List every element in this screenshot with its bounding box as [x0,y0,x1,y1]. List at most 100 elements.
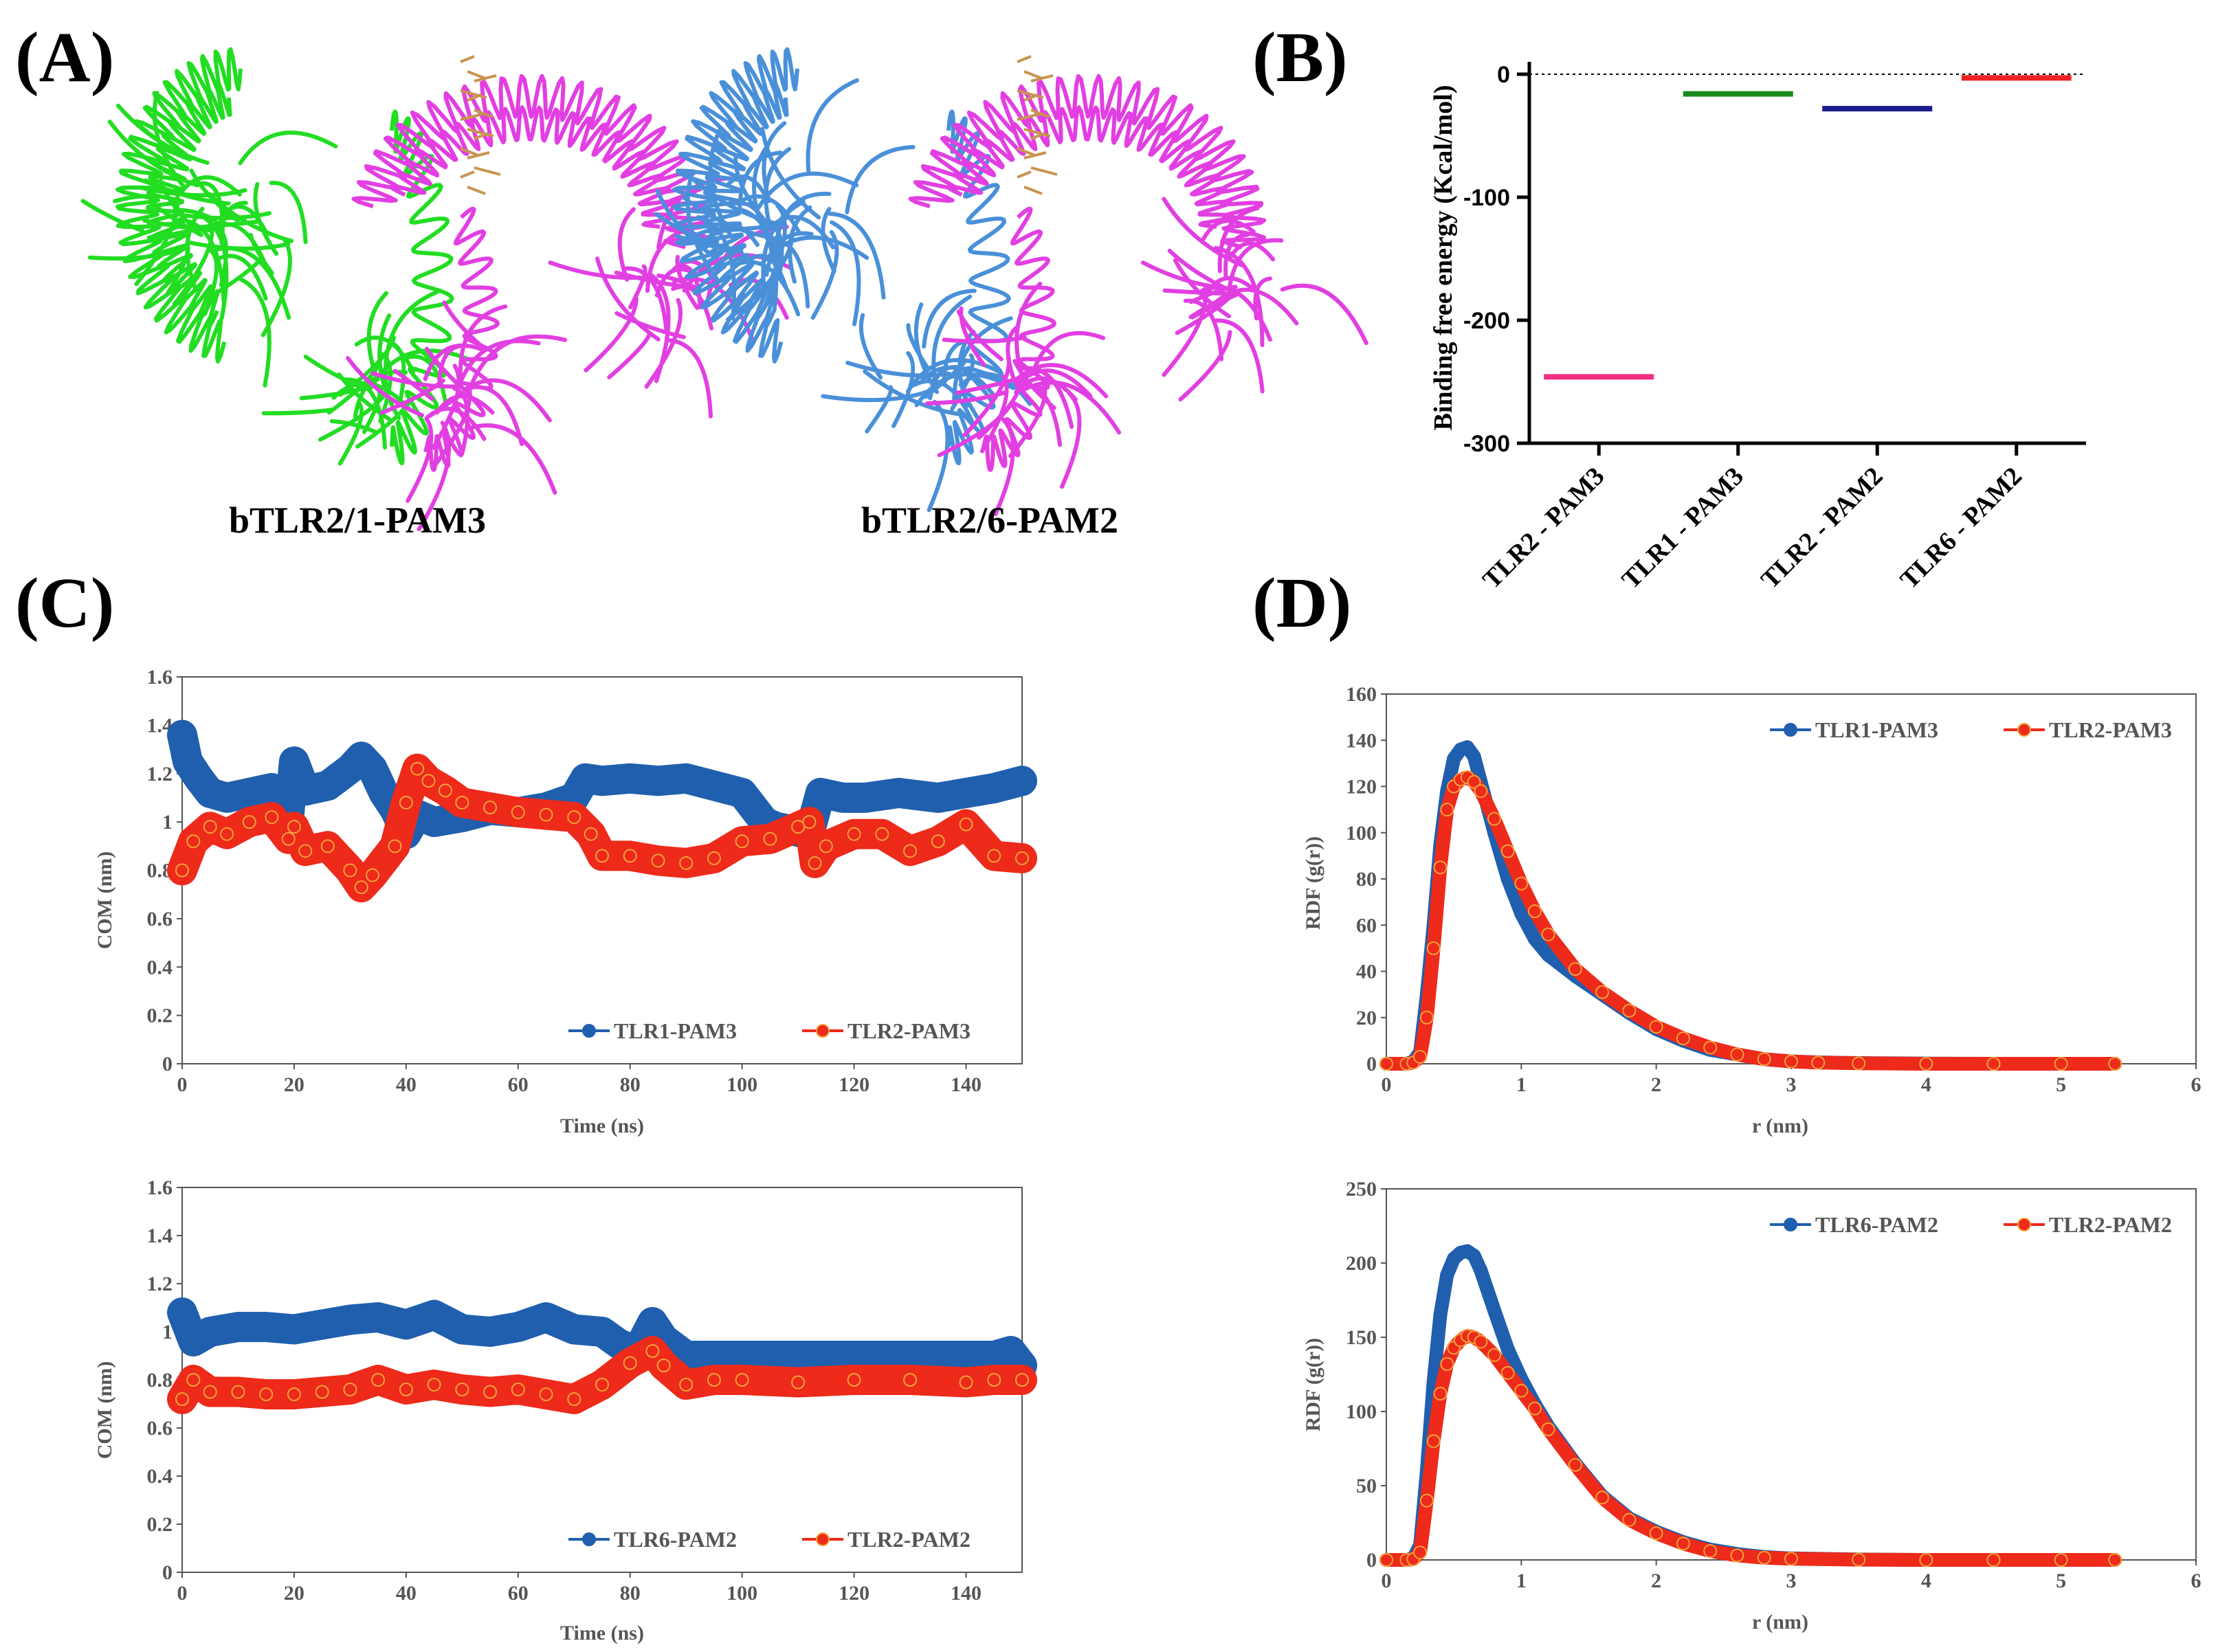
ytick-label: 100 [1346,822,1377,845]
legend-label: TLR2-PAM3 [2049,717,2172,742]
tlr2-ribbon-inner [945,105,1234,229]
series-point-tlr6-pam2 [1474,1263,1488,1277]
ytick-label: 0.6 [147,1417,173,1440]
series-point-tlr6-pam2 [1003,1344,1018,1358]
ytick-label: 250 [1346,1178,1377,1201]
rdf-chart-pam2: r (nm) RDF (g(r)) 0 50 100 150 200 250 0 1 2 3 4 5 6… [1302,1178,2202,1633]
ytick-label: 0.2 [147,1005,173,1027]
series-point-tlr1-pam3 [287,755,301,769]
series-point-tlr2-pam2 [539,1387,553,1401]
series-point-tlr1-pam3 [931,790,945,805]
series-point-tlr2-pam2 [1487,1348,1502,1362]
legend-marker [816,1532,830,1546]
series-point-tlr2-pam3 [1413,1049,1428,1064]
series-point-tlr2-pam2 [343,1383,357,1396]
series-point-tlr2-pam3 [808,856,822,870]
series-point-tlr6-pam2 [735,1349,749,1363]
series-point-tlr2-pam3 [2054,1057,2068,1071]
series-point-tlr2-pam3 [1568,962,1582,976]
series-point-tlr2-pam3 [1514,876,1529,891]
series-point-tlr2-pam3 [1784,1054,1798,1069]
legend-marker [582,1532,596,1546]
ytick-label: 120 [1346,776,1377,799]
series-point-tlr6-pam2 [343,1313,357,1327]
series-point-tlr2-pam2 [1413,1545,1428,1560]
xtick-label: 60 [508,1073,529,1096]
xtick-label: 20 [284,1582,304,1605]
series-point-tlr1-pam3 [623,771,637,785]
xtick-label: 0 [177,1073,188,1096]
ligand-sticks [460,55,501,195]
series-point-tlr2-pam2 [567,1392,581,1406]
xtick-label: 0 [1382,1073,1392,1096]
series-point-tlr2-pam3 [1852,1056,1866,1071]
ytick-label: 150 [1346,1326,1377,1349]
series-point-tlr2-pam2 [511,1383,525,1396]
xtick-label: 3 [1786,1570,1797,1592]
series-point-tlr2-pam3 [623,849,637,863]
series-point-tlr1-pam3 [987,781,1001,795]
legend-marker [2017,1218,2031,1231]
series-point-tlr1-pam3 [175,728,189,742]
legend-label: TLR2-PAM3 [847,1018,971,1043]
xtick-label: 20 [284,1073,304,1096]
partner-arm-coils [261,289,475,466]
series-line-tlr2-pam2 [1379,1328,2122,1567]
series-point-tlr2-pam3 [567,810,581,825]
xtick-label: 6 [2191,1073,2202,1096]
series-point-tlr2-pam3 [1487,812,1502,826]
series-point-tlr2-pam3 [875,827,889,841]
series-point-tlr2-pam3 [791,820,806,834]
xtick-label: 80 [620,1073,641,1096]
ytick-label: 60 [1356,914,1377,937]
series-point-tlr2-pam3 [421,774,436,788]
series-point-tlr1-pam3 [192,771,206,785]
series-point-tlr6-pam2 [371,1310,386,1324]
series-point-tlr1-pam3 [1460,740,1474,755]
series-point-tlr2-pam2 [1426,1434,1441,1449]
structure-caption-tlr2-6: bTLR2/6-PAM2 [861,500,1118,541]
chart-c2-xlabel: Time (ns) [560,1622,644,1644]
xtick-label: 0 [1382,1570,1392,1592]
series-point-tlr2-pam2 [1622,1513,1637,1527]
series-point-tlr2-pam2 [1703,1544,1718,1559]
ytick-label: 1.6 [147,666,173,689]
series-point-tlr2-pam2 [679,1378,694,1392]
series-point-tlr2-pam3 [1426,941,1441,955]
tlr2-arm-coils [924,281,1122,517]
series-point-tlr1-pam3 [813,785,828,800]
series-point-tlr1-pam3 [679,771,694,785]
legend-label: TLR1-PAM3 [614,1018,737,1043]
series-point-tlr2-pam3 [438,783,452,798]
series-point-tlr2-pam3 [354,880,368,895]
series-point-tlr2-pam3 [511,805,525,820]
series-point-tlr2-pam3 [186,834,201,849]
series-point-tlr1-pam3 [276,790,290,805]
series-point-tlr2-pam3 [903,844,918,858]
series-point-tlr2-pam3 [539,807,553,822]
series-point-tlr2-pam2 [791,1375,806,1389]
ytick-label: 0.8 [147,1369,173,1392]
xtick-label: 0 [177,1582,188,1605]
series-point-tlr2-pam2 [1676,1537,1690,1551]
xtick-label: 3 [1786,1073,1797,1096]
series-point-tlr6-pam2 [707,1349,721,1363]
series-point-tlr2-pam2 [645,1344,660,1358]
series-point-tlr6-pam2 [511,1320,525,1334]
series-point-tlr2-pam2 [455,1383,469,1396]
series-point-tlr1-pam3 [427,815,441,829]
series-point-tlr1-pam3 [891,785,906,800]
chart-c1-xlabel: Time (ns) [560,1115,644,1137]
series-point-tlr1-pam3 [343,761,357,776]
series-point-tlr1-pam3 [595,774,609,788]
chart-b-ytick-label: -200 [1463,308,1510,334]
series-point-tlr6-pam2 [399,1317,413,1332]
series-point-tlr2-pam3 [1474,784,1488,799]
ytick-label: 160 [1346,683,1377,706]
series-point-tlr6-pam2 [287,1322,301,1337]
series-point-tlr2-pam2 [1527,1401,1542,1416]
series-point-tlr2-pam3 [1419,1010,1434,1025]
xtick-label: 120 [839,1582,869,1605]
series-point-tlr2-pam2 [1419,1493,1434,1508]
series-point-tlr1-pam3 [858,790,872,805]
